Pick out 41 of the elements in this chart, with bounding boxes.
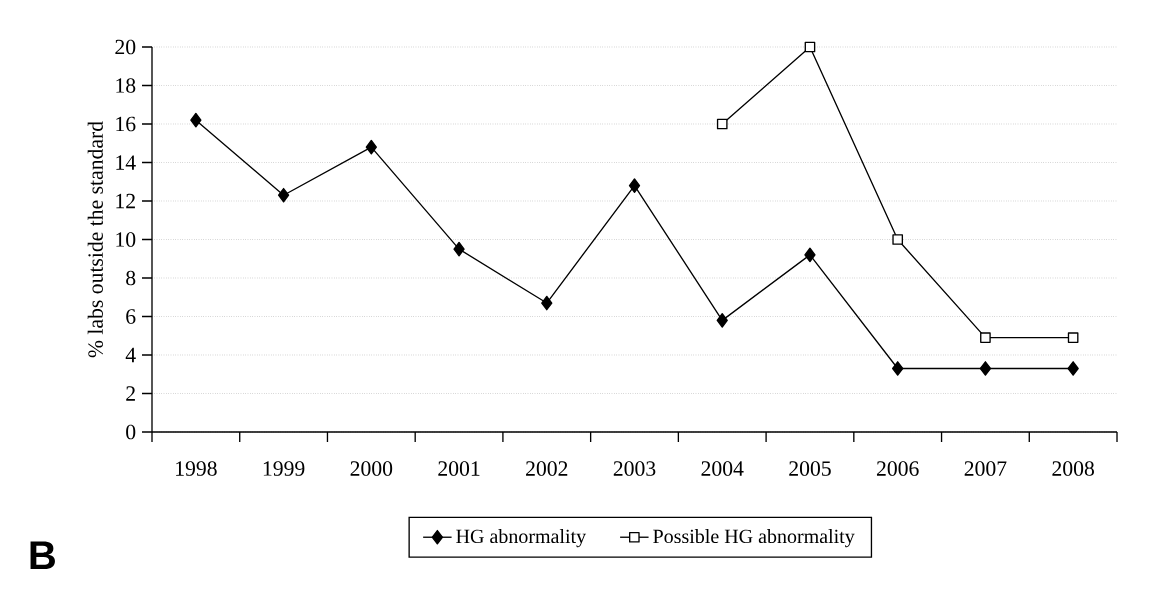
point bbox=[804, 247, 816, 263]
y-tick-label: 0 bbox=[126, 424, 136, 440]
y-tick-label: 12 bbox=[116, 193, 135, 209]
y-tick-label: 10 bbox=[116, 232, 136, 247]
y-tick-label: 20 bbox=[115, 39, 136, 55]
x-tick-label: 2007 bbox=[964, 461, 1007, 476]
x-tick-label: 1998 bbox=[176, 461, 217, 476]
x-tick-label: 2002 bbox=[526, 461, 568, 476]
x-tick-label: 2006 bbox=[876, 461, 919, 476]
legend-label: HG abnormality bbox=[456, 529, 587, 548]
point bbox=[453, 241, 465, 257]
y-tick-label: 8 bbox=[126, 270, 136, 286]
x-tick-label: 2000 bbox=[350, 461, 393, 476]
point bbox=[980, 332, 991, 344]
point bbox=[628, 178, 641, 193]
x-tick-label: 2001 bbox=[438, 461, 480, 476]
point bbox=[979, 361, 992, 376]
point bbox=[716, 313, 728, 328]
point bbox=[892, 234, 904, 245]
y-tick-label: 18 bbox=[116, 78, 136, 93]
point bbox=[365, 139, 377, 155]
x-tick-label: 1999 bbox=[263, 461, 305, 476]
y-tick-label: 4 bbox=[125, 347, 136, 363]
x-tick-label: 2004 bbox=[701, 461, 744, 476]
x-tick-label: 2003 bbox=[613, 461, 656, 476]
y-axis-title: % labs outside the standard bbox=[87, 121, 103, 358]
point bbox=[716, 118, 728, 130]
point bbox=[541, 295, 553, 311]
y-tick-label: 6 bbox=[126, 309, 136, 324]
x-tick-label: 2005 bbox=[789, 461, 831, 476]
y-tick-label: 2 bbox=[126, 386, 135, 401]
text: B bbox=[30, 541, 55, 570]
point bbox=[1067, 332, 1079, 344]
point bbox=[190, 112, 202, 128]
x-tick-label: 2008 bbox=[1052, 461, 1094, 476]
point bbox=[277, 187, 290, 203]
y-tick-label: 14 bbox=[116, 155, 136, 170]
legend-label: Possible HG abnormality bbox=[653, 529, 855, 548]
point bbox=[1067, 361, 1079, 376]
y-tick-label: 16 bbox=[116, 116, 136, 132]
point bbox=[892, 361, 904, 376]
